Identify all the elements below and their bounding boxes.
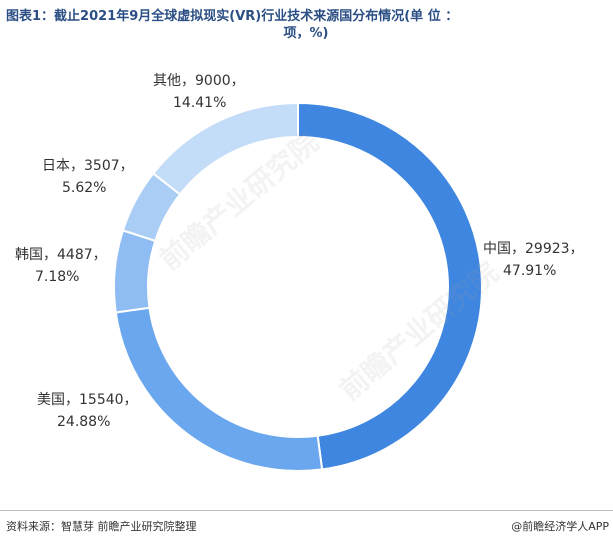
slice-label-3: 韩国，4487， (15, 247, 107, 263)
footer: 资料来源：智慧芽 前瞻产业研究院整理 @前瞻经济学人APP (0, 510, 613, 535)
slice-label-4: 日本，3507， (42, 158, 134, 174)
slice-percent-5: 14.41% (173, 95, 226, 111)
chart-area: 前瞻产业研究院 前瞻产业研究院 中国，29923， 47.91% 美国，15540，… (0, 50, 613, 505)
slice-percent-3: 7.18% (35, 269, 79, 285)
chart-title: 图表1：截止2021年9月全球虚拟现实(VR)行业技术来源国分布情况(单 位 ：… (6, 8, 606, 42)
chart-title-line1: 图表1：截止2021年9月全球虚拟现实(VR)行业技术来源国分布情况(单 位 ： (6, 9, 459, 24)
donut-slice-2 (114, 306, 324, 472)
donut-slice-1 (297, 101, 483, 471)
slice-label-2: 美国，15540， (37, 392, 138, 408)
brand-credit: @前瞻经济学人APP (511, 520, 609, 533)
slice-percent-1: 47.91% (503, 263, 556, 279)
source-note: 资料来源：智慧芽 前瞻产业研究院整理 (6, 520, 197, 533)
slice-label-1: 中国，29923， (483, 241, 584, 257)
slice-label-5: 其他，9000， (153, 73, 245, 89)
donut-slice-3 (113, 229, 157, 314)
donut-chart: 中国，29923， 47.91% 美国，15540， 24.88% 韩国，4487， 7.… (15, 73, 584, 472)
slice-percent-2: 24.88% (57, 414, 110, 430)
chart-title-line2: 项，%) (283, 26, 329, 41)
donut-slice-5 (151, 101, 299, 196)
slice-percent-4: 5.62% (62, 180, 106, 196)
